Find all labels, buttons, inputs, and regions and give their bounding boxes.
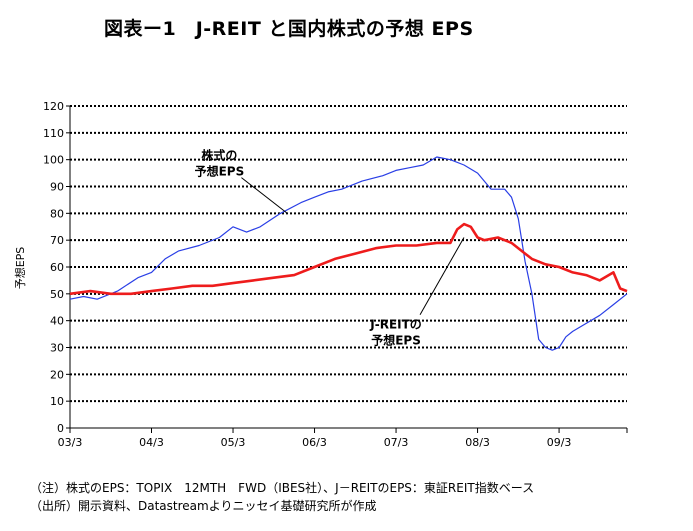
y-tick-label: 110	[43, 127, 64, 140]
annotation-pointer	[419, 237, 465, 315]
source-line: （出所）開示資料、Datastreamよりニッセイ基礎研究所が作成	[30, 499, 377, 513]
annotation-label: 予想EPS	[371, 333, 421, 348]
x-axis-ticks: 03/3 04/3 05/3 06/3 07/3 08/3 09/3	[58, 428, 628, 449]
y-tick-label: 40	[50, 315, 64, 328]
gridlines	[70, 105, 627, 403]
note-line: （注）株式のEPS：TOPIX 12MTH FWD（IBES社）、J－REITの…	[30, 481, 535, 495]
x-tick-label: 06/3	[302, 436, 327, 449]
y-tick-label: 80	[50, 207, 64, 220]
annotation-label: 株式の	[201, 148, 237, 163]
x-tick-label: 07/3	[384, 436, 409, 449]
y-tick-label: 20	[50, 368, 64, 381]
x-tick-label: 04/3	[139, 436, 164, 449]
y-tick-label: 10	[50, 395, 64, 408]
x-tick-label: 08/3	[465, 436, 490, 449]
y-tick-label: 0	[57, 422, 64, 435]
y-tick-label: 120	[43, 100, 64, 113]
y-tick-label: 30	[50, 342, 64, 355]
x-tick-label: 09/3	[547, 436, 572, 449]
y-axis-label: 予想EPS	[13, 247, 27, 290]
y-tick-label: 60	[50, 261, 64, 274]
axes	[69, 106, 627, 429]
y-axis-ticks: 0 10 20 30 40 50 60 70 80 90 100 110 120	[43, 100, 70, 435]
x-tick-label: 03/3	[58, 436, 83, 449]
annotation-pointer	[241, 177, 288, 214]
y-tick-label: 50	[50, 288, 64, 301]
series-lines	[69, 156, 628, 351]
y-tick-label: 70	[50, 234, 64, 247]
series-line-stock-eps	[69, 156, 628, 351]
series-line-jreit-eps	[69, 222, 628, 296]
annotation-label: 予想EPS	[195, 164, 245, 179]
annotation-label: J-REITの	[369, 318, 422, 332]
chart-title: 図表ー1 J-REIT と国内株式の予想 EPS	[104, 18, 474, 40]
line-chart: 0 10 20 30 40 50 60 70 80 90 100 110 120 03/3 04/3 05/…	[13, 100, 628, 449]
y-tick-label: 90	[50, 181, 64, 194]
footnotes: （注）株式のEPS：TOPIX 12MTH FWD（IBES社）、J－REITの…	[30, 479, 534, 515]
x-tick-label: 05/3	[221, 436, 246, 449]
y-tick-label: 100	[43, 154, 64, 167]
